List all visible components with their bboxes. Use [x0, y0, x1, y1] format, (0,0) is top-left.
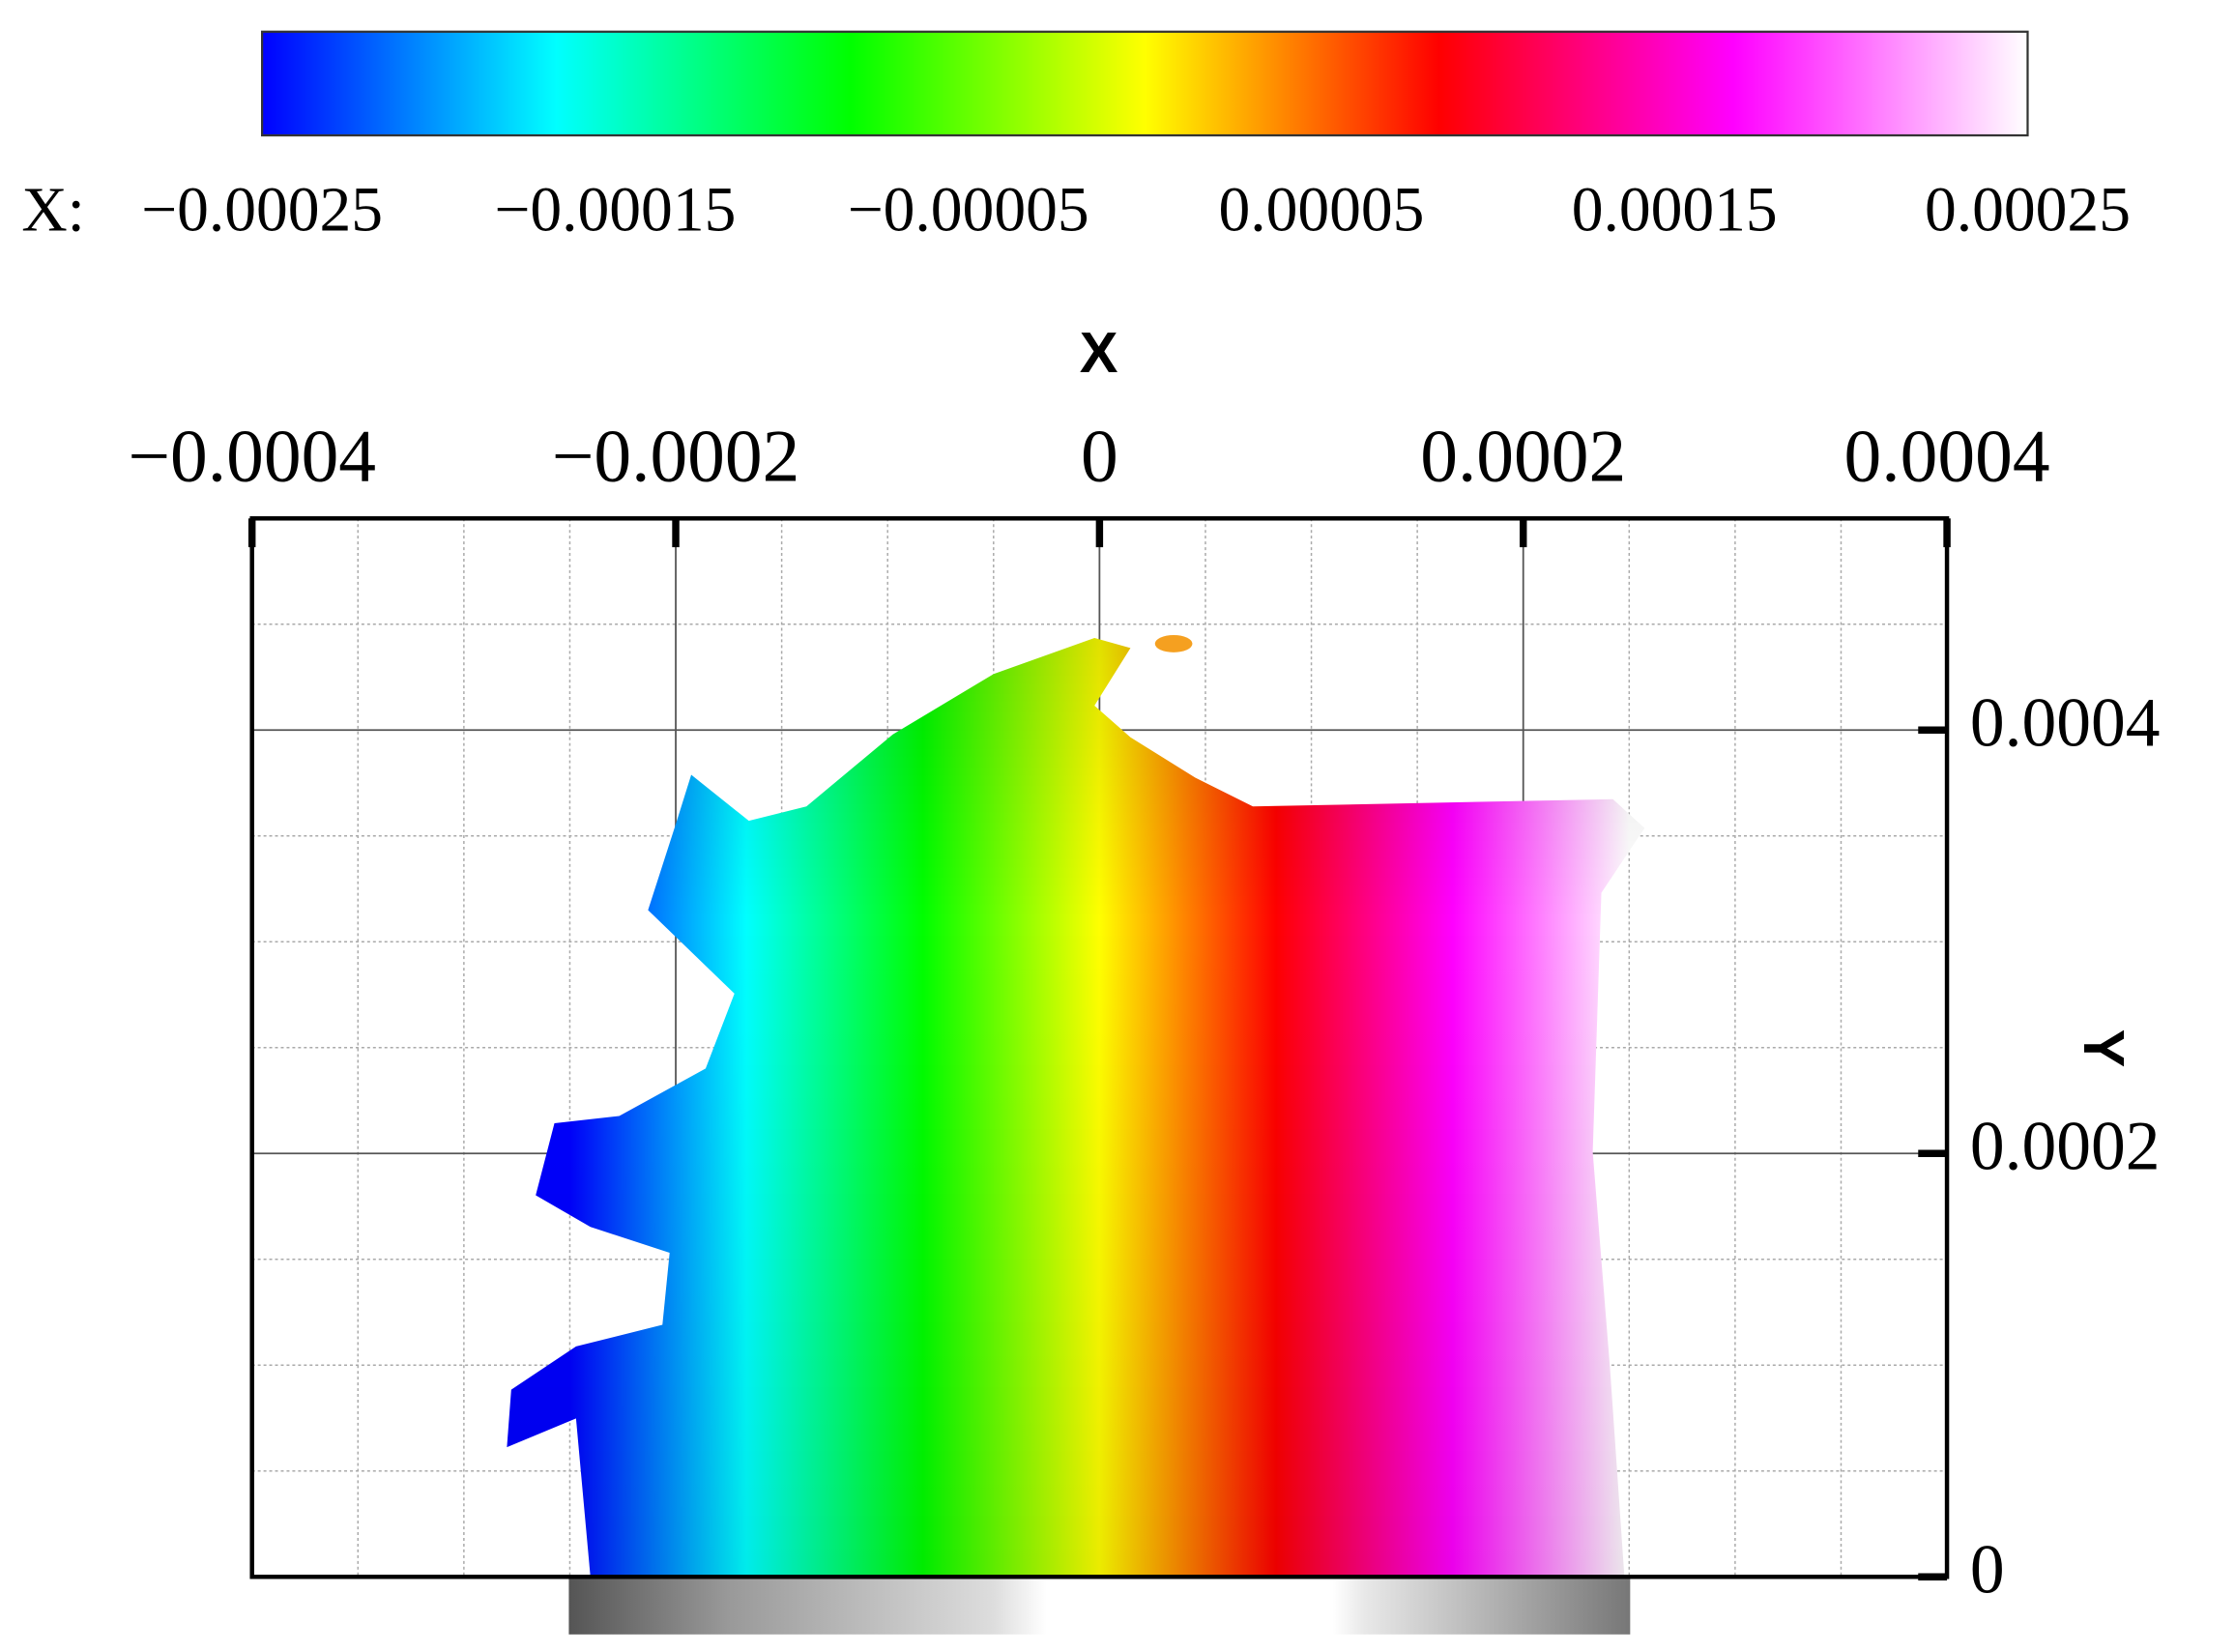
base — [568, 1577, 1631, 1635]
surface-shade — [507, 637, 1645, 1578]
colorbar — [261, 30, 2029, 137]
colorbar-tick-label: 0.00025 — [1925, 176, 2131, 246]
y-tick-label: 0 — [1970, 1532, 2005, 1609]
colorbar-label: X: — [21, 176, 85, 246]
surface — [507, 634, 1645, 1578]
colorbar-tick-label: 0.00005 — [1218, 176, 1424, 246]
colorbar-tick-label: −0.00025 — [141, 176, 383, 246]
y-tick-label: 0.0004 — [1970, 685, 2161, 762]
x-tick-label: 0 — [1081, 414, 1118, 497]
colorbar-tick-label: −0.00015 — [494, 176, 736, 246]
x-axis-title: X — [1080, 320, 1118, 385]
x-tick-label: −0.0004 — [128, 414, 376, 497]
colorbar-tick-label: −0.00005 — [848, 176, 1089, 246]
x-tick-label: 0.0002 — [1420, 414, 1626, 497]
x-tick-label: 0.0004 — [1844, 414, 2050, 497]
y-axis-title: Y — [2072, 1029, 2136, 1068]
y-tick-label: 0.0002 — [1970, 1109, 2161, 1185]
colorbar-tick-label: 0.00015 — [1572, 176, 1778, 246]
droplet — [1154, 634, 1193, 652]
x-tick-label: −0.0002 — [552, 414, 800, 497]
